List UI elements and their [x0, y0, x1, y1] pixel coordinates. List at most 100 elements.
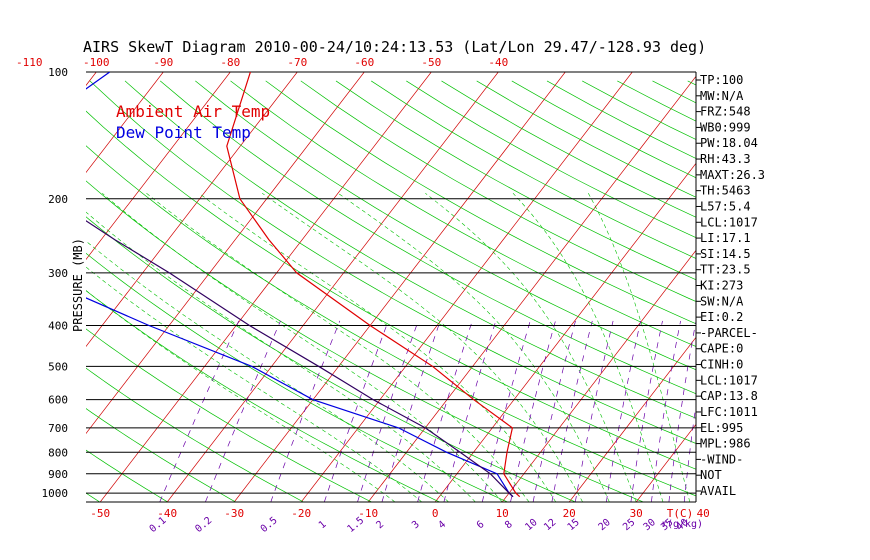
- mixing-ratio-label: 8: [503, 519, 515, 531]
- dry-adiabat-line: [89, 80, 696, 444]
- isotherm-line: [86, 72, 231, 260]
- bottom-temp-tick-label: 0: [432, 507, 439, 520]
- isotherm-line: [367, 75, 696, 502]
- sounding-index-label: -PARCEL-: [700, 326, 758, 340]
- dry-adiabat-line: [86, 290, 440, 502]
- moist-adiabat-line: [337, 192, 610, 502]
- pressure-tick-label: 500: [48, 360, 68, 373]
- top-temp-tick-label: -70: [287, 56, 307, 69]
- bottom-temp-tick-label: 20: [563, 507, 576, 520]
- sounding-index-label: -WIND-: [700, 452, 743, 466]
- mixing-ratio-label: 6: [475, 519, 487, 531]
- pressure-tick-label: 800: [48, 446, 68, 459]
- sounding-index-label: TP:100: [700, 73, 743, 87]
- isotherm-line: [86, 72, 298, 347]
- isotherm-line: [0, 72, 29, 502]
- sounding-index-label: AVAIL: [700, 484, 736, 498]
- top-temp-tick-label: -80: [220, 56, 240, 69]
- moist-adiabat-line: [262, 192, 583, 502]
- mixing-ratio-line: [357, 320, 419, 502]
- top-temp-tick-label: -50: [421, 56, 441, 69]
- sounding-index-label: MAXT:26.3: [700, 168, 765, 182]
- dry-adiabat-line: [86, 449, 168, 502]
- isotherm-line: [837, 72, 870, 502]
- isotherm-line: [501, 249, 696, 502]
- sounding-index-label: MW:N/A: [700, 89, 744, 103]
- mixing-ratio-line: [417, 320, 473, 502]
- bottom-temp-tick-label: -40: [157, 507, 177, 520]
- top-temp-tick-label: -90: [153, 56, 173, 69]
- dry-adiabat-line: [511, 80, 696, 179]
- sounding-index-label: EI:0.2: [700, 310, 743, 324]
- mixing-ratio-line: [323, 320, 389, 502]
- mixing-ratio-label: 30: [642, 517, 658, 533]
- moist-adiabat-line: [86, 240, 449, 502]
- bottom-temp-tick-label: 30: [630, 507, 643, 520]
- mixing-ratio-line: [510, 320, 556, 502]
- isotherm-line: [99, 72, 432, 502]
- temp-unit-label: T(C): [667, 507, 694, 520]
- pressure-tick-label: 600: [48, 394, 68, 407]
- mixing-ratio-line: [159, 320, 240, 502]
- moist-adiabat-line: [198, 192, 557, 502]
- mixing-ratio-label: 0.2: [193, 515, 214, 535]
- sounding-index-label: FRZ:548: [700, 105, 751, 119]
- dry-adiabat-line: [195, 80, 696, 371]
- mixing-ratio-line: [205, 320, 281, 502]
- sounding-index-label: SI:14.5: [700, 247, 751, 261]
- top-temp-tick-label: -110: [16, 56, 43, 69]
- isotherm-line: [568, 336, 696, 502]
- isotherm-line: [434, 162, 696, 502]
- top-temp-tick-label: -60: [354, 56, 374, 69]
- dry-adiabat-line: [86, 408, 236, 502]
- mixing-ratio-label: 3: [410, 519, 422, 531]
- moist-adiabat-line: [102, 192, 503, 502]
- sounding-index-label: WB0:999: [700, 120, 751, 134]
- dry-adiabat-line: [0, 81, 32, 502]
- moist-adiabat-line: [425, 192, 637, 502]
- moist-adiabat-line: [86, 290, 396, 502]
- sounding-index-label: LCL:1017: [700, 373, 758, 387]
- pressure-tick-label: 1000: [42, 487, 69, 500]
- top-temp-tick-label: -40: [488, 56, 508, 69]
- sounding-index-label: MPL:986: [700, 437, 751, 451]
- series-line-ambient-air-temp: [226, 72, 521, 498]
- isotherm-line: [770, 72, 870, 502]
- sounding-index-label: LCL:1017: [700, 215, 758, 229]
- mixing-ratio-line: [605, 320, 642, 502]
- dry-adiabat-line: [86, 216, 576, 502]
- isotherm-line: [86, 72, 365, 435]
- bottom-temp-tick-label: -50: [90, 507, 110, 520]
- sounding-index-label: NOT: [700, 468, 722, 482]
- pressure-tick-label: 400: [48, 320, 68, 333]
- sounding-index-label: CAP:13.8: [700, 389, 758, 403]
- isotherm-line: [635, 423, 696, 502]
- top-temp-tick-label: -100: [83, 56, 110, 69]
- sounding-index-label: LI:17.1: [700, 231, 751, 245]
- sounding-index-label: RH:43.3: [700, 152, 751, 166]
- mixing-ratio-label: 0.5: [259, 515, 280, 535]
- sounding-index-label: KI:273: [700, 279, 743, 293]
- mixing-ratio-label: 4: [436, 519, 448, 531]
- mixing-ratio-label: 1: [317, 519, 329, 531]
- isotherm-line: [233, 72, 566, 502]
- mixing-ratio-line: [574, 320, 614, 502]
- sounding-index-label: EL:995: [700, 421, 743, 435]
- mixing-ratio-label: 12: [542, 517, 558, 533]
- isotherm-line: [86, 72, 164, 173]
- sounding-index-label: CAPE:0: [700, 342, 743, 356]
- pressure-tick-label: 200: [48, 193, 68, 206]
- mixing-ratio-line: [381, 320, 441, 502]
- moist-adiabat-line: [512, 192, 664, 502]
- dry-adiabat-line: [406, 80, 696, 239]
- dry-adiabat-line: [371, 80, 696, 259]
- isotherm-line: [300, 72, 633, 502]
- mixing-ratio-label: 20: [597, 517, 613, 533]
- sounding-index-label: CINH:0: [700, 358, 743, 372]
- chart-title: AIRS SkewT Diagram 2010-00-24/10:24:13.5…: [83, 38, 706, 56]
- pressure-tick-label: 900: [48, 468, 68, 481]
- mixing-ratio-label: 2: [374, 519, 386, 531]
- dry-adiabat-line: [265, 80, 696, 325]
- mixing-ratio-unit-label: r(g/kg): [661, 519, 703, 530]
- mixing-ratio-label: 10: [523, 517, 539, 533]
